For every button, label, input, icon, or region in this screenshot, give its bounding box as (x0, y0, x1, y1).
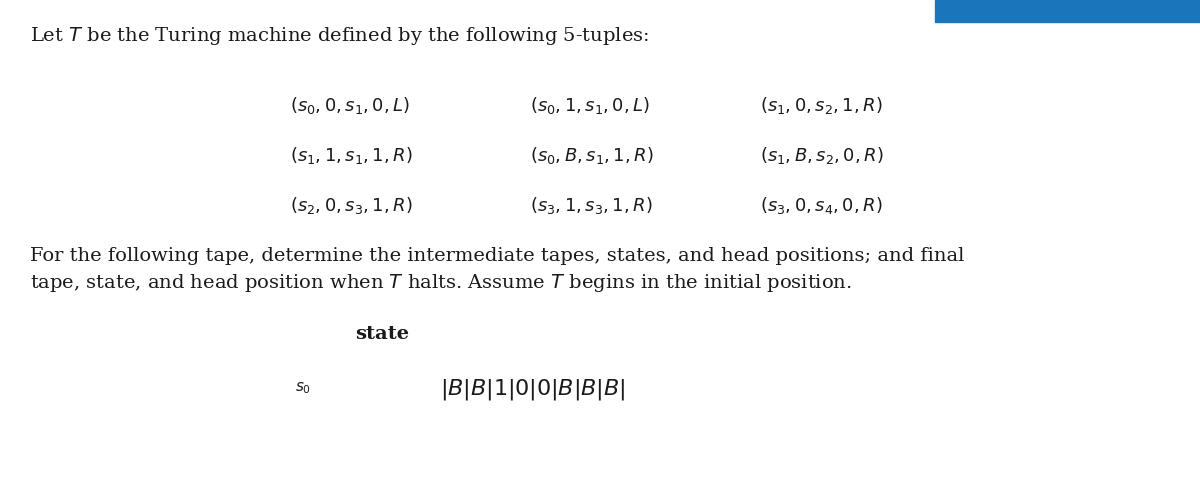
Text: $s_0$: $s_0$ (295, 380, 311, 396)
Text: $(s_1, 0, s_2, 1, R)$: $(s_1, 0, s_2, 1, R)$ (760, 95, 882, 116)
Text: $(s_1, B, s_2, 0, R)$: $(s_1, B, s_2, 0, R)$ (760, 145, 883, 166)
Text: tape, state, and head position when $T$ halts. Assume $T$ begins in the initial : tape, state, and head position when $T$ … (30, 272, 852, 294)
Text: $(s_0, 1, s_1, 0, L)$: $(s_0, 1, s_1, 0, L)$ (530, 95, 650, 116)
Text: $(s_0, B, s_1, 1, R)$: $(s_0, B, s_1, 1, R)$ (530, 145, 654, 166)
Text: Let $T$ be the Turing machine defined by the following 5-tuples:: Let $T$ be the Turing machine defined by… (30, 25, 649, 47)
Text: $(s_0, 0, s_1, 0, L)$: $(s_0, 0, s_1, 0, L)$ (290, 95, 410, 116)
Text: $(s_1, 1, s_1, 1, R)$: $(s_1, 1, s_1, 1, R)$ (290, 145, 413, 166)
Text: For the following tape, determine the intermediate tapes, states, and head posit: For the following tape, determine the in… (30, 247, 965, 265)
Text: $(s_2, 0, s_3, 1, R)$: $(s_2, 0, s_3, 1, R)$ (290, 195, 413, 216)
Text: $(s_3, 0, s_4, 0, R)$: $(s_3, 0, s_4, 0, R)$ (760, 195, 882, 216)
Text: state: state (355, 325, 409, 343)
Text: $| B | B | 1 | 0 | 0 | B | B | B |$: $| B | B | 1 | 0 | 0 | B | B | B |$ (440, 377, 625, 402)
Bar (935, 0, 1200, 22)
Text: $(s_3, 1, s_3, 1, R)$: $(s_3, 1, s_3, 1, R)$ (530, 195, 653, 216)
